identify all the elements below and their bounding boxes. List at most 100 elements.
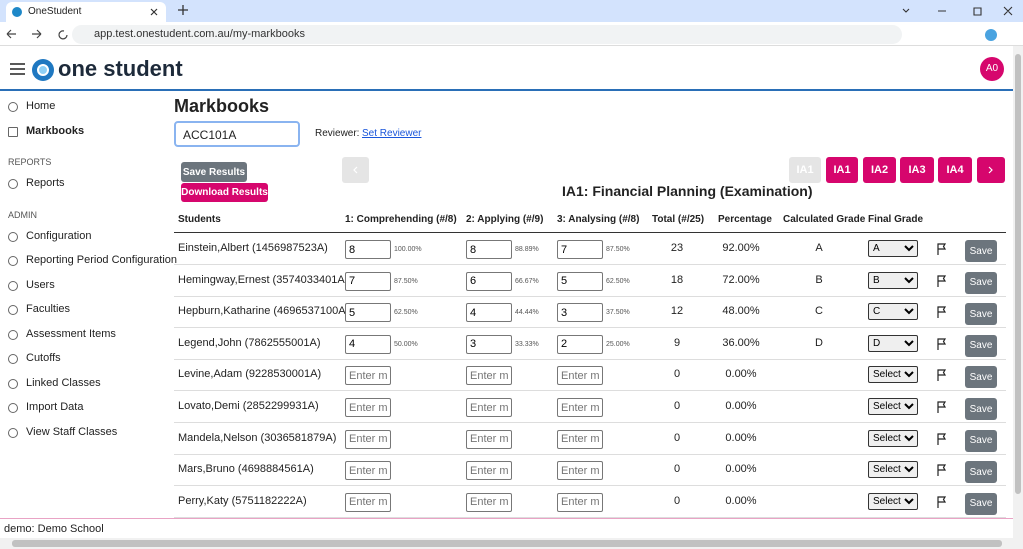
mark-input[interactable] xyxy=(557,240,603,259)
mark-input[interactable] xyxy=(345,303,391,323)
flag[interactable] xyxy=(937,432,947,450)
h-scrollbar[interactable] xyxy=(0,538,1023,549)
scrollbar[interactable] xyxy=(1013,46,1023,538)
mark-input[interactable] xyxy=(466,398,512,417)
flag[interactable] xyxy=(937,242,947,260)
mark-input[interactable] xyxy=(345,366,391,386)
flag[interactable] xyxy=(937,274,947,292)
url-bar[interactable]: app.test.onestudent.com.au/my-markbooks xyxy=(72,25,902,44)
nav-item[interactable]: Markbooks xyxy=(26,124,85,137)
nav-item[interactable]: Configuration xyxy=(26,229,92,242)
save-row[interactable]: Save xyxy=(965,271,997,294)
mark-percentage: 33.33% xyxy=(515,340,539,348)
nav-item[interactable]: Linked Classes xyxy=(26,376,101,389)
mark-input[interactable] xyxy=(557,429,603,449)
new-tab[interactable] xyxy=(178,5,188,15)
final-grade[interactable]: A xyxy=(868,240,918,257)
assessment-tab[interactable]: IA3 xyxy=(900,157,934,183)
save-row[interactable]: Save xyxy=(965,303,997,326)
prev-page[interactable] xyxy=(342,157,369,183)
mark-input[interactable] xyxy=(466,334,512,354)
mark-input[interactable] xyxy=(345,240,391,259)
final-grade[interactable]: Select... xyxy=(868,398,918,415)
calculated-grade: A xyxy=(815,242,823,254)
mark-input[interactable] xyxy=(557,398,603,417)
flag[interactable] xyxy=(937,463,947,481)
nav-item[interactable]: Assessment Items xyxy=(26,327,116,340)
final-grade[interactable]: C xyxy=(868,303,918,321)
nav-item[interactable]: View Staff Classes xyxy=(26,425,118,438)
nav-item[interactable]: Import Data xyxy=(26,401,84,413)
mark-input[interactable] xyxy=(557,271,603,291)
student-name: Mars,Bruno (4698884561A) xyxy=(178,463,314,476)
mark-input[interactable] xyxy=(466,429,512,449)
mark-input[interactable] xyxy=(345,461,391,481)
tab[interactable]: OneStudent xyxy=(6,2,166,22)
mark-input[interactable] xyxy=(557,334,603,354)
mark-input[interactable] xyxy=(466,492,512,512)
save-results[interactable]: Save Results xyxy=(181,162,247,182)
mark-input[interactable] xyxy=(557,366,603,386)
mark-input[interactable] xyxy=(345,429,391,449)
mark-input[interactable] xyxy=(557,461,603,481)
save-row[interactable]: Save xyxy=(965,240,997,262)
nav-item[interactable]: Users xyxy=(26,278,55,291)
final-grade[interactable]: Select... xyxy=(868,492,918,510)
flag[interactable] xyxy=(937,337,947,355)
final-grade[interactable]: B xyxy=(868,271,918,289)
percentage: 36.00% xyxy=(722,336,760,349)
save-row[interactable]: Save xyxy=(965,492,997,515)
student-name: Hemingway,Ernest (3574033401A) xyxy=(178,273,349,286)
reviewer-link[interactable]: Set Reviewer xyxy=(362,128,422,139)
mark-input[interactable] xyxy=(345,334,391,354)
save-row[interactable]: Save xyxy=(965,334,997,357)
final-grade[interactable]: Select... xyxy=(868,429,918,447)
mark-percentage: 37.50% xyxy=(606,309,630,317)
mark-input[interactable] xyxy=(466,461,512,481)
column-header: Final Grade xyxy=(868,214,924,225)
assessment-tab[interactable]: IA1 xyxy=(826,157,858,183)
nav-item[interactable]: Cutoffs xyxy=(26,352,61,364)
download-results[interactable]: Download Results xyxy=(181,183,268,202)
assessment-tab[interactable]: IA4 xyxy=(938,157,972,183)
mark-input[interactable] xyxy=(466,366,512,386)
flag[interactable] xyxy=(937,305,947,323)
next-page[interactable] xyxy=(977,157,1005,183)
flag[interactable] xyxy=(937,495,947,513)
mark-input[interactable] xyxy=(466,303,512,323)
nav-item[interactable]: Home xyxy=(26,100,56,112)
final-grade[interactable]: Select... xyxy=(868,366,918,384)
mark-input[interactable] xyxy=(466,240,512,259)
tab-close[interactable] xyxy=(150,8,158,16)
total: 12 xyxy=(670,305,684,318)
assessment-tab[interactable]: IA1 xyxy=(789,157,821,183)
mark-input[interactable] xyxy=(557,303,603,323)
nav-item[interactable]: Reporting Period Configuration xyxy=(26,254,178,266)
extension[interactable] xyxy=(985,29,997,41)
assessment-tab[interactable]: IA2 xyxy=(863,157,896,183)
avatar[interactable]: A0 xyxy=(980,57,1004,81)
flag[interactable] xyxy=(937,400,947,418)
nav-item[interactable]: Reports xyxy=(26,177,65,189)
mark-input[interactable] xyxy=(557,492,603,512)
percentage: 0.00% xyxy=(725,400,757,412)
nav-icon xyxy=(8,305,18,315)
save-row[interactable]: Save xyxy=(965,461,997,484)
flag[interactable] xyxy=(937,368,947,386)
page-title: Markbooks xyxy=(174,96,270,116)
mark-input[interactable] xyxy=(345,398,391,417)
nav-icon xyxy=(8,256,18,266)
save-row[interactable]: Save xyxy=(965,398,997,420)
row-rule xyxy=(174,358,1006,360)
mark-input[interactable] xyxy=(466,271,512,291)
save-row[interactable]: Save xyxy=(965,429,997,452)
mark-input[interactable] xyxy=(345,271,391,291)
final-grade[interactable]: D xyxy=(868,334,918,352)
class-select[interactable]: ACC101A xyxy=(174,121,300,147)
save-row[interactable]: Save xyxy=(965,366,997,389)
nav-buttons[interactable] xyxy=(6,28,76,40)
nav-item[interactable]: Faculties xyxy=(26,303,71,315)
final-grade[interactable]: Select... xyxy=(868,461,918,479)
menu-button[interactable] xyxy=(10,63,25,75)
mark-input[interactable] xyxy=(345,492,391,512)
